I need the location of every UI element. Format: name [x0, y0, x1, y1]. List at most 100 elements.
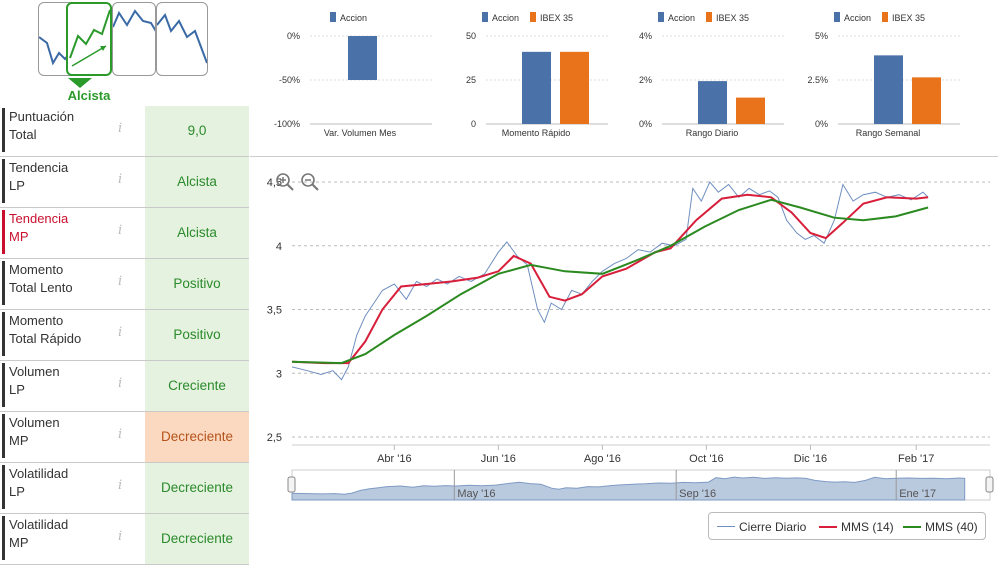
navigator-series — [291, 476, 966, 501]
trend-panel-descendente[interactable] — [156, 2, 208, 76]
metric-row: Tendencia LP i Alcista — [0, 157, 249, 208]
x-axis-label: Rango Semanal — [856, 128, 921, 138]
info-icon[interactable]: i — [118, 529, 123, 544]
legend-label: IBEX 35 — [892, 13, 925, 23]
legend-label: Cierre Diario — [739, 520, 807, 534]
metric-label-line: Momento — [9, 262, 64, 277]
metric-row: Momento Total Lento i Positivo — [0, 259, 249, 310]
legend-label: Accion — [844, 13, 871, 23]
metric-value: Alcista — [145, 157, 249, 207]
metric-label-line: LP — [9, 178, 25, 193]
trend-panel-graph — [113, 9, 155, 32]
metric-label-line: MP — [9, 433, 29, 448]
info-icon[interactable]: i — [118, 274, 123, 289]
info-icon[interactable]: i — [118, 376, 123, 391]
metric-value: Creciente — [145, 361, 249, 411]
mini-bar-charts: Accion 0% -50% -100% Var. Volumen Mes Accion I… — [250, 12, 998, 157]
metric-value: 9,0 — [145, 106, 249, 156]
legend-label: IBEX 35 — [716, 13, 749, 23]
zoom-in-icon — [276, 173, 294, 191]
bar-ibex-35 — [560, 51, 589, 125]
bar-accion — [874, 55, 903, 124]
metric-value: Decreciente — [145, 412, 249, 462]
metric-label-line: Volatilidad — [9, 466, 69, 481]
x-tick-label: Abr '16 — [377, 453, 412, 465]
chart-legend: Cierre Diario MMS (14) MMS (40) — [708, 512, 986, 540]
legend-swatch — [482, 12, 488, 22]
tick-label: 0 — [471, 119, 476, 129]
legend-label: IBEX 35 — [540, 13, 573, 23]
metric-value: Alcista — [145, 208, 249, 258]
legend-label: MMS (14) — [841, 520, 894, 534]
legend-swatch — [530, 12, 536, 22]
tick-label: 2.5% — [807, 75, 828, 85]
metric-label: Puntuación Total — [2, 108, 112, 152]
tick-label: 2% — [639, 75, 652, 85]
zoom-in-button[interactable] — [275, 172, 295, 192]
metric-label-line: Volumen — [9, 415, 60, 430]
x-axis-label: Var. Volumen Mes — [324, 128, 397, 138]
x-tick-label: Jun '16 — [481, 453, 516, 465]
legend-swatch — [706, 12, 712, 22]
metric-label-line: LP — [9, 382, 25, 397]
mini-chart-2: Accion IBEX 35 50 25 0 Momento Rápido — [466, 12, 608, 138]
tick-label: 0% — [815, 119, 828, 129]
legend-label: Accion — [492, 13, 519, 23]
metric-label: Volatilidad MP — [2, 516, 112, 560]
zoom-out-button[interactable] — [300, 172, 320, 192]
metric-label: Momento Total Rápido — [2, 312, 112, 356]
price-line-chart: 2,5 3 3,5 4 4,5 Abr '16 Jun '16 Ago '16 Oct '16 D… — [267, 177, 994, 501]
metric-label-line: Volumen — [9, 364, 60, 379]
tick-label: 0% — [639, 119, 652, 129]
trend-panel-alcista[interactable] — [66, 2, 112, 76]
tick-label: 0% — [287, 31, 300, 41]
metric-label: Volumen LP — [2, 363, 112, 407]
legend-swatch — [717, 526, 735, 527]
navigator-handle-left[interactable] — [287, 476, 296, 493]
trend-panel-lateral[interactable] — [112, 2, 156, 76]
metric-row: Momento Total Rápido i Positivo — [0, 310, 249, 361]
metric-row: Volumen LP i Creciente — [0, 361, 249, 412]
series-mms-40 — [291, 198, 929, 365]
x-axis-label: Rango Diario — [686, 128, 739, 138]
y-tick-label: 3,5 — [267, 305, 282, 317]
tick-label: 4% — [639, 31, 652, 41]
bar-accion — [522, 51, 551, 125]
metric-label-line: LP — [9, 484, 25, 499]
metric-label: Tendencia MP — [2, 210, 112, 254]
trend-panel-graph — [157, 13, 207, 64]
metric-label-line: Momento — [9, 313, 64, 328]
legend-label: Accion — [668, 13, 695, 23]
mini-chart-1: Accion 0% -50% -100% Var. Volumen Mes — [274, 12, 432, 138]
info-icon[interactable]: i — [118, 427, 123, 442]
metric-label: Volumen MP — [2, 414, 112, 458]
metric-label: Volatilidad LP — [2, 465, 112, 509]
metric-value: Positivo — [145, 259, 249, 309]
series-mms-14 — [291, 193, 929, 365]
legend-label: Accion — [340, 13, 367, 23]
navigator-handle-right[interactable] — [985, 476, 994, 493]
metric-label-line: Total Lento — [9, 280, 73, 295]
series-cierre-diario — [291, 181, 929, 381]
metric-value: Decreciente — [145, 463, 249, 513]
metric-label-line: Puntuación — [9, 109, 75, 124]
metric-row: Volatilidad MP i Decreciente — [0, 514, 249, 565]
metric-row: Volatilidad LP i Decreciente — [0, 463, 249, 514]
metric-label: Tendencia LP — [2, 159, 112, 203]
x-tick-label: Ago '16 — [584, 453, 621, 465]
zoom-out-icon — [301, 173, 319, 191]
info-icon[interactable]: i — [118, 325, 123, 340]
info-icon[interactable]: i — [118, 478, 123, 493]
x-tick-label: Oct '16 — [689, 453, 724, 465]
legend-swatch — [819, 526, 837, 528]
info-icon[interactable]: i — [118, 121, 123, 136]
trend-selector: Alcista — [38, 2, 210, 104]
metric-label-line: Tendencia — [9, 211, 69, 226]
info-icon[interactable]: i — [118, 223, 123, 238]
trend-label: Alcista — [67, 88, 111, 103]
info-icon[interactable]: i — [118, 172, 123, 187]
metric-row: Tendencia MP i Alcista — [0, 208, 249, 259]
tick-label: 25 — [466, 75, 476, 85]
mini-chart-4: Accion IBEX 35 5% 2.5% 0% Rango Semanal — [807, 12, 960, 138]
metric-value: Decreciente — [145, 514, 249, 564]
